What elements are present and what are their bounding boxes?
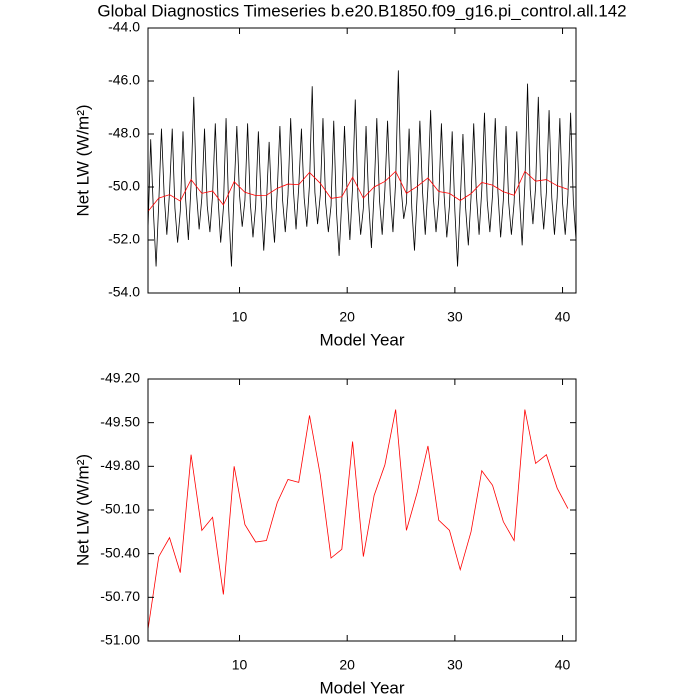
y-axis-label: Net LW (W/m²) <box>73 104 92 216</box>
x-tick-label: 40 <box>555 657 571 673</box>
data-line <box>148 170 569 212</box>
x-tick-label: 10 <box>232 657 248 673</box>
y-tick-label: -50.0 <box>108 178 140 194</box>
y-axis-label: Net LW (W/m²) <box>73 454 92 566</box>
x-tick-label: 40 <box>555 309 571 325</box>
y-tick-label: -54.0 <box>108 284 140 300</box>
y-tick-label: -46.0 <box>108 72 140 88</box>
y-tick-label: -44.0 <box>108 19 140 35</box>
y-tick-label: -51.00 <box>100 632 140 648</box>
data-line <box>148 70 576 267</box>
y-tick-label: -48.0 <box>108 125 140 141</box>
y-tick-label: -50.70 <box>100 588 140 604</box>
x-tick-label: 20 <box>339 309 355 325</box>
x-tick-label: 30 <box>447 309 463 325</box>
data-line <box>148 409 569 630</box>
y-tick-label: -50.10 <box>100 501 140 517</box>
chart-title: Global Diagnostics Timeseries b.e20.B185… <box>97 1 626 20</box>
x-axis-label: Model Year <box>319 330 404 349</box>
y-tick-label: -49.80 <box>100 457 140 473</box>
x-tick-label: 10 <box>232 309 248 325</box>
x-tick-label: 20 <box>339 657 355 673</box>
y-tick-label: -50.40 <box>100 544 140 560</box>
x-axis-label: Model Year <box>319 678 404 697</box>
y-tick-label: -49.20 <box>100 370 140 386</box>
y-tick-label: -52.0 <box>108 231 140 247</box>
plot-frame <box>147 27 577 294</box>
x-tick-label: 30 <box>447 657 463 673</box>
y-tick-label: -49.50 <box>100 413 140 429</box>
